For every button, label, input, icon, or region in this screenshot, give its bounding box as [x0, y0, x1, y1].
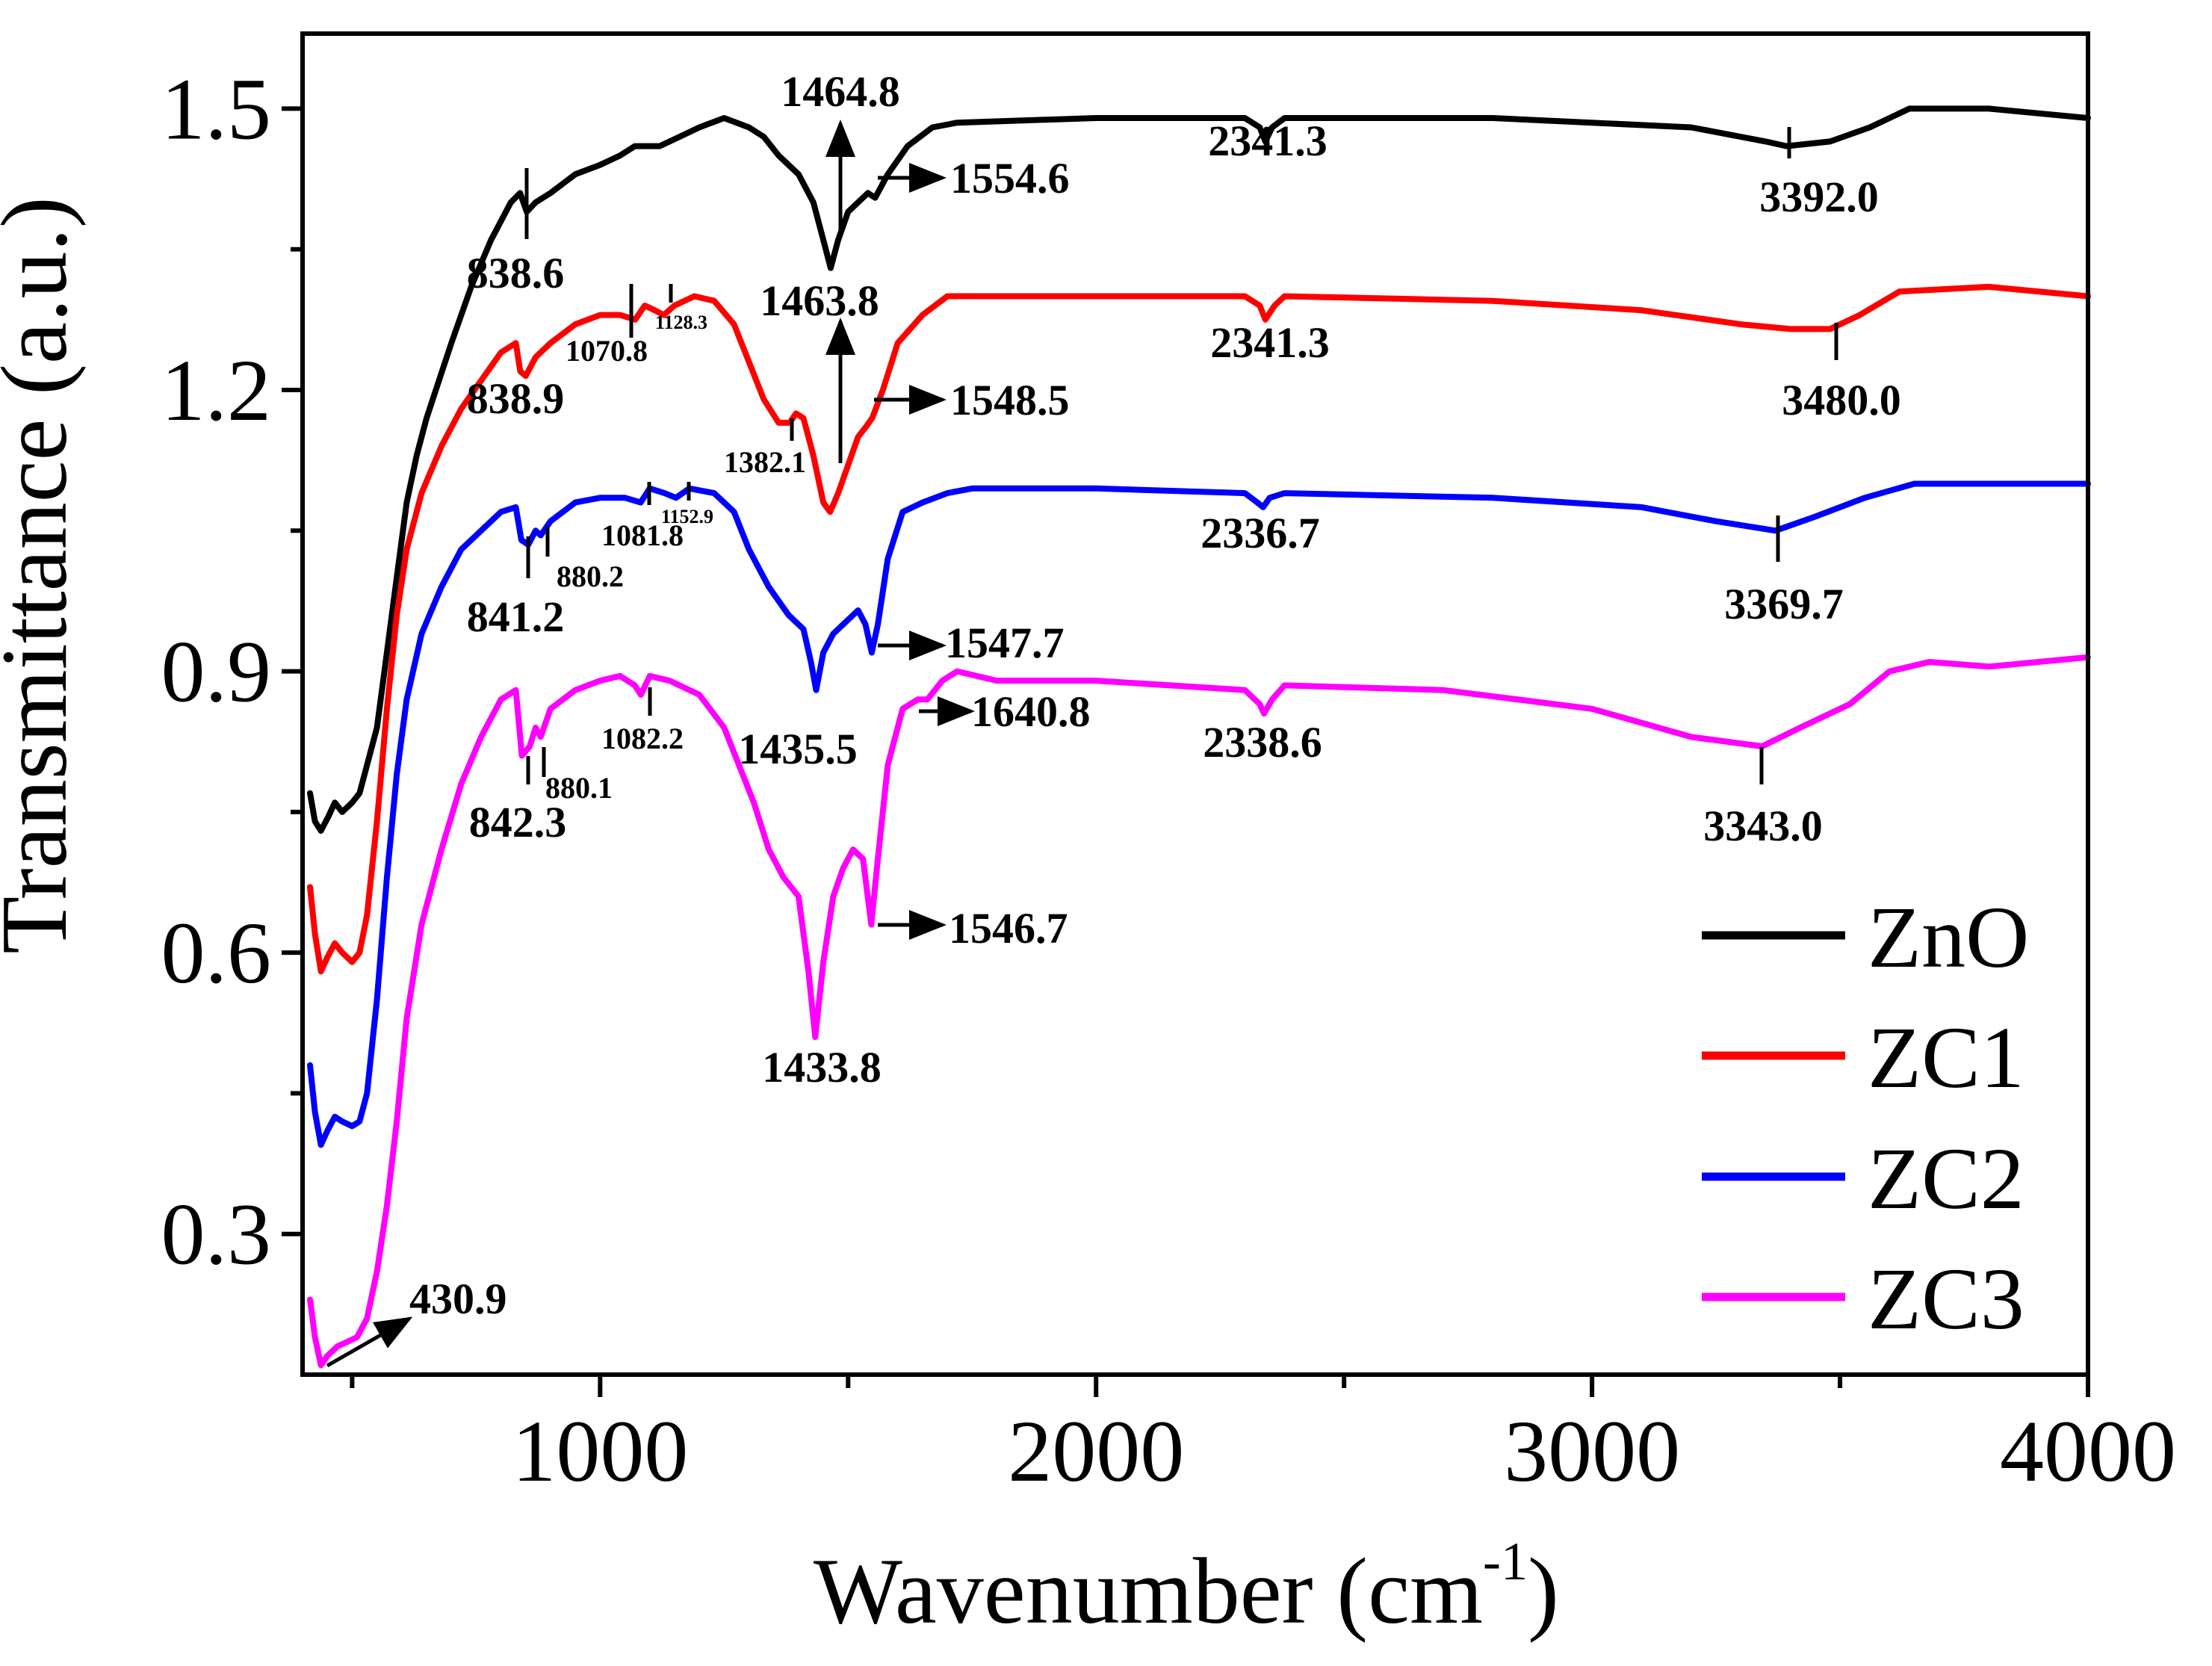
peak-label: 1554.6	[950, 154, 1070, 202]
legend-label-zno: ZnO	[1868, 888, 2029, 986]
peak-label: 2338.6	[1203, 718, 1322, 767]
x-axis-title: Wavenumber (cm-1)	[814, 1532, 1559, 1644]
peak-label: 1463.8	[760, 276, 879, 325]
series-zc2-line	[307, 480, 2091, 1148]
peak-label: 1464.8	[781, 67, 900, 116]
peak-label: 841.2	[467, 592, 565, 641]
peak-label: 3480.0	[1782, 376, 1901, 424]
peak-label: 880.1	[545, 771, 613, 805]
peak-label: 1546.7	[949, 904, 1068, 953]
y-axis: 0.3 0.6 0.9 1.2 1.5	[161, 60, 303, 1283]
x-axis-title-superscript: -1	[1483, 1532, 1528, 1591]
peak-label: 1640.8	[971, 687, 1091, 736]
series-layer	[307, 105, 2091, 1369]
peak-label: 1435.5	[738, 725, 858, 773]
x-axis: 1000 2000 3000 4000	[350, 1375, 2176, 1500]
legend-label-zc3: ZC3	[1868, 1250, 2024, 1348]
peak-label: 1152.9	[661, 506, 713, 527]
peak-label: 3369.7	[1724, 580, 1844, 628]
peak-label: 1547.7	[945, 619, 1065, 667]
peak-label: 1128.3	[655, 312, 707, 333]
peak-label: 2341.3	[1208, 117, 1327, 165]
legend: ZnO ZC1 ZC2 ZC3	[1702, 888, 2029, 1348]
peak-label: 3343.0	[1703, 802, 1823, 850]
peak-label: 1082.2	[601, 722, 684, 755]
x-tick-label: 2000	[1008, 1402, 1184, 1500]
y-tick-label: 0.6	[161, 904, 272, 1002]
x-tick-label: 4000	[2000, 1402, 2176, 1500]
y-tick-label: 1.2	[161, 341, 272, 439]
plot-frame	[300, 31, 2090, 1377]
legend-label-zc2: ZC2	[1868, 1130, 2024, 1227]
peak-label: 430.9	[409, 1275, 507, 1323]
series-zc1-line	[307, 283, 2091, 975]
series-zno-line	[307, 105, 2091, 834]
legend-label-zc1: ZC1	[1868, 1009, 2024, 1106]
peak-arrow	[326, 1316, 413, 1368]
peak-label: 2341.3	[1210, 318, 1330, 367]
y-tick-label: 0.9	[161, 623, 272, 721]
peak-label: 1433.8	[762, 1043, 882, 1091]
x-tick-label: 3000	[1504, 1402, 1680, 1500]
peak-label: 880.2	[557, 560, 624, 593]
peak-label: 1081.8	[601, 518, 684, 552]
peak-label: 2336.7	[1201, 509, 1320, 557]
x-axis-title-main: Wavenumber (cm	[814, 1540, 1483, 1644]
y-tick-label: 1.5	[161, 60, 272, 158]
peak-label: 838.6	[467, 249, 565, 297]
peak-label: 842.3	[469, 798, 567, 846]
peak-label: 3392.0	[1759, 173, 1879, 221]
y-tick-label: 0.3	[161, 1186, 272, 1283]
peak-label: 838.9	[467, 374, 565, 423]
annotation-layer: 1464.8 1554.6 2341.3 838.6 3392.0 1463.8 838.9…	[326, 67, 1901, 1368]
x-axis-title-close: )	[1528, 1540, 1559, 1644]
x-tick-label: 1000	[512, 1402, 688, 1500]
series-zc3-line	[307, 654, 2091, 1369]
peak-label: 1070.8	[566, 334, 648, 368]
y-axis-title: Transmittance (a.u.)	[0, 196, 87, 954]
peak-label: 1382.1	[724, 445, 806, 479]
peak-label: 1548.5	[950, 376, 1070, 424]
